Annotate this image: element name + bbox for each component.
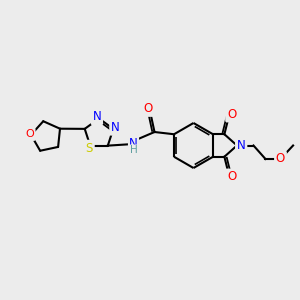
Text: O: O bbox=[143, 102, 152, 115]
Text: O: O bbox=[276, 152, 285, 166]
Text: N: N bbox=[111, 121, 120, 134]
Text: N: N bbox=[129, 137, 138, 150]
Text: S: S bbox=[85, 142, 93, 154]
Text: N: N bbox=[237, 139, 246, 152]
Text: N: N bbox=[92, 110, 101, 124]
Text: O: O bbox=[227, 170, 236, 183]
Text: O: O bbox=[25, 129, 34, 139]
Text: H: H bbox=[130, 145, 137, 155]
Text: O: O bbox=[227, 108, 236, 121]
